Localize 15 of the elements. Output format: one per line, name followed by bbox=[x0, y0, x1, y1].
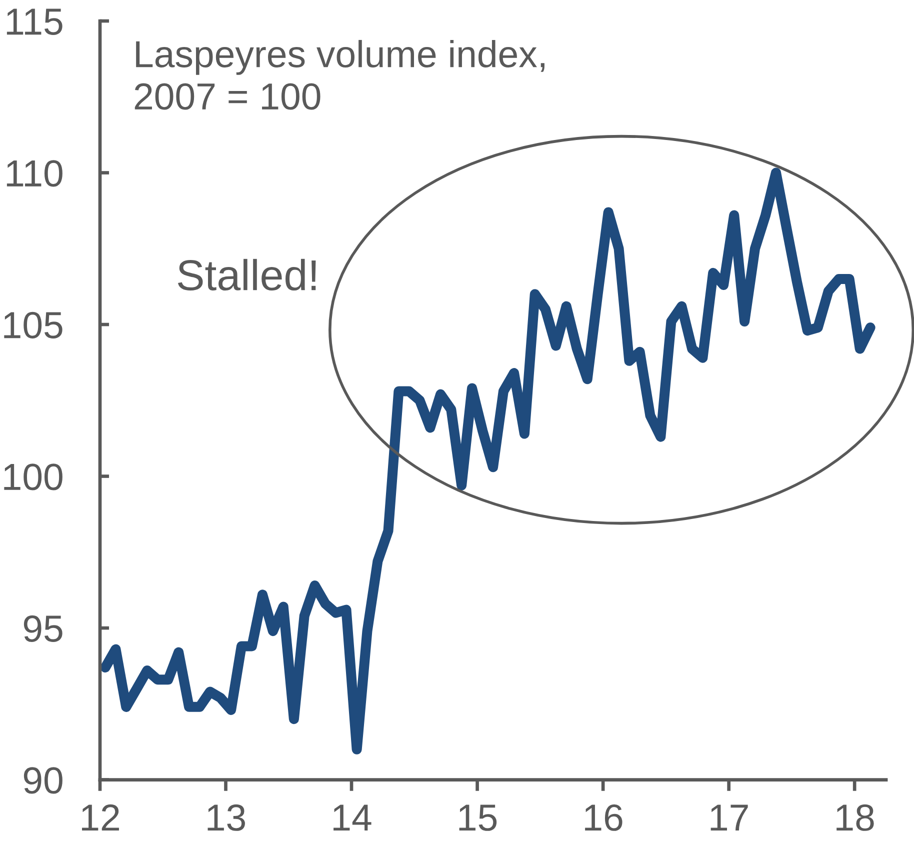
x-tick-label: 15 bbox=[459, 804, 497, 831]
x-tick-label: 17 bbox=[710, 804, 748, 831]
y-tick-label: 110 bbox=[6, 160, 62, 187]
x-tick-label: 13 bbox=[208, 804, 245, 831]
y-tick-label: 105 bbox=[4, 312, 62, 338]
y-tick-label: 90 bbox=[24, 767, 62, 794]
x-tick-label: 16 bbox=[585, 804, 622, 831]
x-tick-label: 12 bbox=[82, 804, 119, 831]
x-tick-label: 14 bbox=[334, 804, 372, 831]
x-tick-label: 18 bbox=[836, 804, 874, 831]
y-axis-title: Laspeyres volume index, 2007 = 100 bbox=[134, 40, 544, 110]
y-tick-label: 100 bbox=[4, 464, 62, 490]
annotation: Stalled! bbox=[178, 258, 316, 291]
y-tick-label: 95 bbox=[24, 615, 62, 642]
y-tick-label: 115 bbox=[6, 8, 62, 35]
